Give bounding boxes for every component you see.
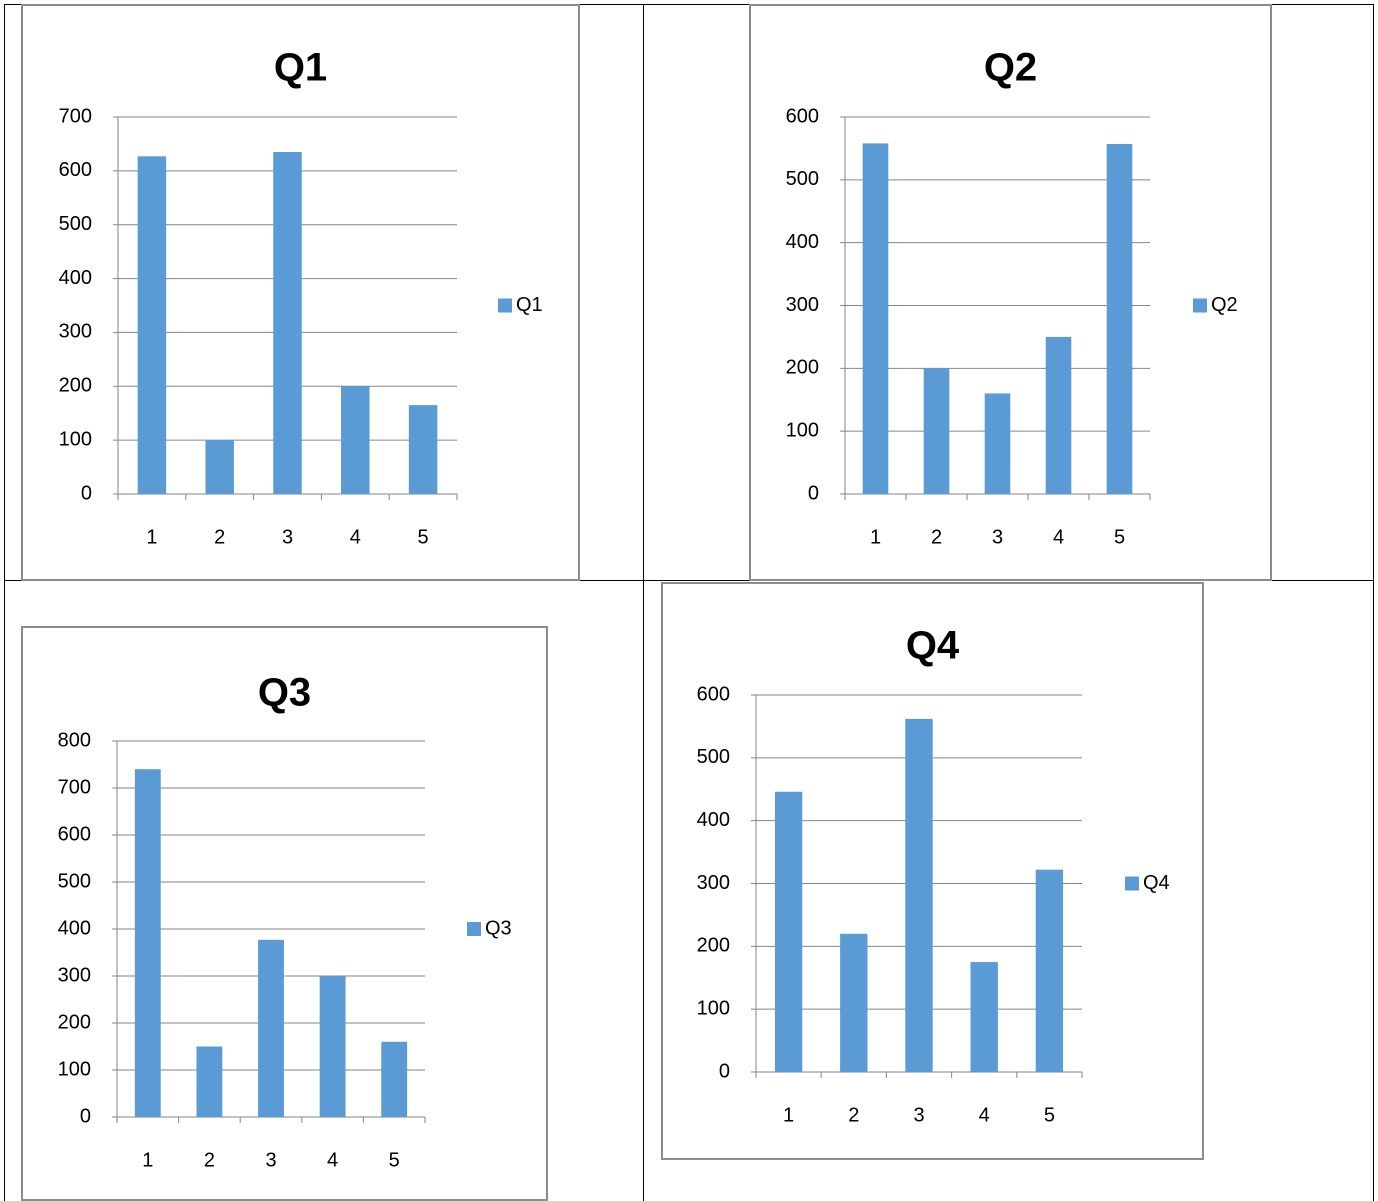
x-tick-label: 1 bbox=[146, 526, 157, 548]
bar bbox=[1106, 144, 1133, 495]
bar bbox=[134, 769, 161, 1117]
bar bbox=[774, 791, 803, 1072]
table-border-right bbox=[1373, 4, 1374, 1201]
y-tick-label: 400 bbox=[697, 809, 730, 831]
bar bbox=[840, 933, 868, 1072]
table-border-row bbox=[4, 580, 1374, 581]
y-tick-label: 300 bbox=[786, 294, 819, 316]
chart-title: Q4 bbox=[906, 624, 960, 668]
chart-q4: Q4 0 100 200 300 400 500 600 1 2 3 4 5 Q4 bbox=[661, 582, 1204, 1160]
y-tick-label: 200 bbox=[697, 935, 730, 957]
bar bbox=[319, 976, 346, 1117]
y-tick-label: 500 bbox=[786, 168, 819, 190]
x-tick-label: 1 bbox=[783, 1104, 794, 1126]
x-tick-label: 3 bbox=[913, 1104, 924, 1126]
x-tick-label: 2 bbox=[848, 1104, 859, 1126]
y-tick-label: 200 bbox=[59, 375, 92, 397]
bar bbox=[408, 405, 438, 494]
bar bbox=[341, 386, 370, 494]
y-tick-label: 600 bbox=[697, 683, 730, 705]
chart-title: Q2 bbox=[984, 46, 1037, 90]
legend-label: Q1 bbox=[516, 294, 543, 316]
bar bbox=[1045, 336, 1072, 494]
y-tick-label: 800 bbox=[58, 729, 91, 751]
legend-swatch bbox=[467, 922, 481, 936]
chart-svg: Q1 0 100 200 300 400 500 600 700 1 2 3 4 5 Q1 bbox=[59, 46, 543, 549]
chart-svg: Q4 0 100 200 300 400 500 600 1 2 3 4 5 Q4 bbox=[697, 624, 1170, 1127]
y-tick-label: 300 bbox=[58, 964, 91, 986]
legend-label: Q2 bbox=[1211, 294, 1238, 316]
x-tick-label: 1 bbox=[870, 526, 881, 548]
bar bbox=[258, 939, 284, 1117]
x-tick-label: 4 bbox=[979, 1104, 990, 1126]
table-border-top bbox=[4, 4, 1374, 5]
legend-swatch bbox=[498, 298, 512, 313]
x-tick-label: 3 bbox=[282, 526, 293, 548]
x-tick-label: 5 bbox=[1114, 526, 1125, 548]
bar bbox=[381, 1041, 408, 1117]
x-tick-label: 1 bbox=[142, 1149, 153, 1171]
bar bbox=[1035, 869, 1064, 1072]
bar bbox=[273, 152, 302, 494]
y-tick-label: 0 bbox=[808, 482, 819, 504]
x-tick-label: 2 bbox=[214, 526, 225, 548]
x-tick-label: 2 bbox=[204, 1149, 215, 1171]
bar bbox=[862, 143, 889, 494]
y-tick-label: 600 bbox=[58, 823, 91, 845]
y-tick-label: 100 bbox=[59, 428, 92, 450]
y-tick-label: 700 bbox=[59, 105, 92, 127]
chart-title: Q1 bbox=[274, 46, 327, 90]
chart-q2: Q2 0 100 200 300 400 500 600 1 2 3 4 5 Q2 bbox=[749, 4, 1272, 581]
legend-label: Q3 bbox=[485, 917, 512, 939]
table-border-middle bbox=[643, 4, 644, 1201]
x-tick-label: 4 bbox=[1053, 526, 1064, 548]
legend-swatch bbox=[1125, 876, 1139, 891]
bar bbox=[905, 718, 933, 1072]
y-tick-label: 100 bbox=[697, 997, 730, 1019]
y-tick-label: 0 bbox=[719, 1060, 730, 1082]
x-tick-label: 3 bbox=[265, 1149, 276, 1171]
y-tick-label: 500 bbox=[58, 870, 91, 892]
x-tick-label: 5 bbox=[418, 526, 429, 548]
x-tick-label: 2 bbox=[931, 526, 942, 548]
y-tick-label: 0 bbox=[81, 482, 92, 504]
legend-label: Q4 bbox=[1143, 872, 1170, 894]
y-tick-label: 400 bbox=[786, 231, 819, 253]
y-tick-label: 100 bbox=[786, 419, 819, 441]
x-tick-label: 4 bbox=[327, 1149, 338, 1171]
chart-svg: Q3 0 100 200 300 400 500 600 700 800 1 2 3 4 5 Q3 bbox=[58, 671, 512, 1172]
y-tick-label: 600 bbox=[786, 105, 819, 127]
chart-title: Q3 bbox=[258, 671, 311, 715]
y-tick-label: 200 bbox=[58, 1011, 91, 1033]
bar bbox=[196, 1046, 223, 1117]
bar bbox=[137, 156, 167, 494]
bar bbox=[970, 962, 998, 1072]
chart-svg: Q2 0 100 200 300 400 500 600 1 2 3 4 5 Q2 bbox=[786, 46, 1238, 549]
x-tick-label: 5 bbox=[389, 1149, 400, 1171]
y-tick-label: 400 bbox=[58, 917, 91, 939]
y-tick-label: 500 bbox=[59, 213, 92, 235]
bar bbox=[923, 368, 950, 494]
table-border-left bbox=[4, 4, 5, 1201]
y-tick-label: 200 bbox=[786, 357, 819, 379]
y-tick-label: 500 bbox=[697, 746, 730, 768]
x-tick-label: 4 bbox=[350, 526, 361, 548]
y-tick-label: 0 bbox=[80, 1105, 91, 1127]
chart-q3: Q3 0 100 200 300 400 500 600 700 800 1 2 3 4 5 Q3 bbox=[21, 626, 548, 1201]
legend-swatch bbox=[1193, 298, 1207, 313]
y-tick-label: 300 bbox=[697, 872, 730, 894]
y-tick-label: 400 bbox=[59, 267, 92, 289]
y-tick-label: 100 bbox=[58, 1058, 91, 1080]
y-tick-label: 700 bbox=[58, 776, 91, 798]
chart-q1: Q1 0 100 200 300 400 500 600 700 1 2 3 4 5 Q1 bbox=[21, 4, 580, 581]
y-tick-label: 600 bbox=[59, 159, 92, 181]
bar bbox=[984, 393, 1011, 494]
x-tick-label: 3 bbox=[992, 526, 1003, 548]
bar bbox=[205, 440, 234, 494]
x-tick-label: 5 bbox=[1044, 1104, 1055, 1126]
y-tick-label: 300 bbox=[59, 321, 92, 343]
